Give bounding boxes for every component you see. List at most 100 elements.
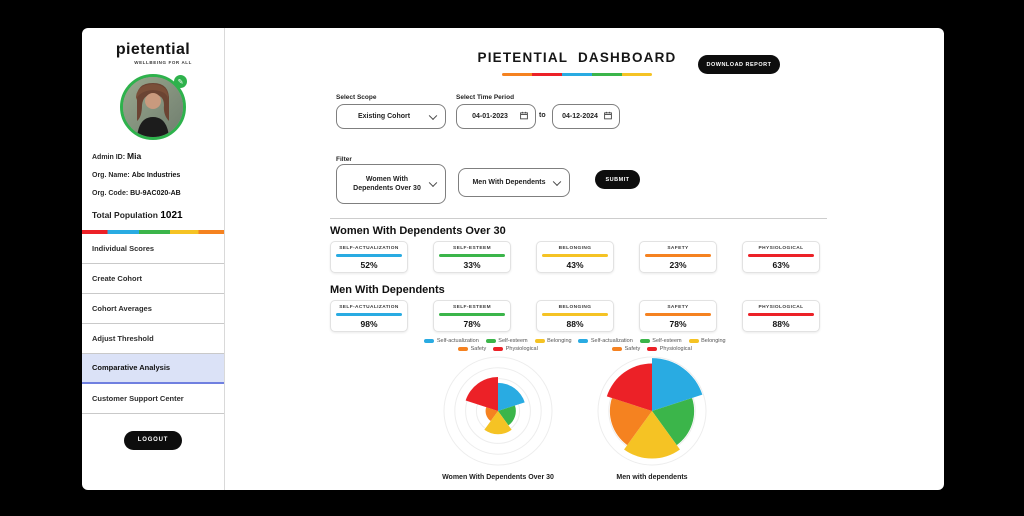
select-scope-label: Select Scope: [336, 94, 377, 101]
score-card-label: BELONGING: [558, 246, 592, 251]
score-card-bar: [748, 313, 814, 316]
date-from-value: 04-01-2023: [472, 112, 508, 120]
score-card-label: PHYSIOLOGICAL: [758, 305, 804, 310]
chevron-down-icon: [552, 177, 562, 186]
filter-cohort-2-dropdown[interactable]: Men With Dependents: [458, 168, 570, 197]
admin-id-value: Mia: [127, 151, 142, 161]
score-card: BELONGING 43%: [536, 241, 614, 273]
legend-label: Physiological: [505, 346, 538, 352]
admin-id-line: Admin ID: Mia: [92, 151, 214, 161]
logo: pietential WELLBEING FOR ALL: [82, 41, 224, 65]
sidebar-nav: Individual Scores Create Cohort Cohort A…: [82, 234, 224, 414]
chevron-down-icon: [428, 178, 438, 188]
score-card-value: 52%: [360, 259, 378, 270]
time-period-label: Select Time Period: [456, 94, 515, 101]
calendar-icon[interactable]: [520, 111, 528, 122]
org-code-value: BU-9AC020-AB: [130, 190, 181, 197]
score-card: SELF-ACTUALIZATION 52%: [330, 241, 408, 273]
app-window: pietential WELLBEING FOR ALL: [82, 28, 944, 490]
legend-swatch: [612, 346, 623, 352]
logo-wordmark: pietential: [115, 41, 191, 58]
score-card-label: BELONGING: [558, 305, 592, 310]
chart-legend: Self-actualization Self-esteem Belonging: [542, 338, 762, 344]
chart-legend: Safety Physiological: [542, 346, 762, 352]
group-1-heading: Women With Dependents Over 30: [330, 225, 506, 237]
scope-dropdown[interactable]: Existing Cohort: [336, 104, 446, 129]
legend-label: Safety: [470, 346, 487, 352]
chart-legend: Self-actualization Self-esteem Belonging: [388, 338, 608, 344]
sidebar-item-individual-scores[interactable]: Individual Scores: [82, 234, 224, 264]
scope-dropdown-value: Existing Cohort: [357, 112, 411, 120]
date-from-field[interactable]: 04-01-2023: [456, 104, 536, 129]
legend-swatch: [688, 338, 699, 344]
sidebar-item-adjust-threshold[interactable]: Adjust Threshold: [82, 324, 224, 354]
legend-label: Belonging: [701, 338, 726, 344]
total-population-value: 1021: [160, 210, 183, 221]
score-card: BELONGING 88%: [536, 300, 614, 332]
sidebar: pietential WELLBEING FOR ALL: [82, 28, 225, 490]
legend-label: Safety: [624, 346, 641, 352]
score-card-label: PHYSIOLOGICAL: [758, 246, 804, 251]
filter-cohort-2-value: Men With Dependents: [472, 178, 546, 186]
score-card-bar: [542, 254, 608, 257]
download-report-button[interactable]: DOWNLOAD REPORT: [698, 55, 780, 74]
logout-button[interactable]: LOGOUT: [124, 430, 182, 450]
score-card-bar: [748, 254, 814, 257]
score-card-value: 88%: [772, 318, 790, 329]
org-name-line: Org. Name: Abc Industries: [92, 172, 214, 179]
calendar-icon[interactable]: [604, 111, 612, 122]
score-card-label: SELF-ESTEEM: [453, 305, 491, 310]
chart-legend: Safety Physiological: [388, 346, 608, 352]
score-card: PHYSIOLOGICAL 88%: [742, 300, 820, 332]
edit-avatar-icon[interactable]: ✎: [174, 75, 187, 88]
org-code-label: Org. Code:: [92, 190, 129, 197]
date-to-field[interactable]: 04-12-2024: [552, 104, 620, 129]
score-card-value: 78%: [463, 318, 481, 329]
score-card-bar: [336, 254, 402, 257]
score-card: SAFETY 23%: [639, 241, 717, 273]
sidebar-item-comparative-analysis[interactable]: Comparative Analysis: [82, 353, 224, 384]
sidebar-item-create-cohort[interactable]: Create Cohort: [82, 264, 224, 294]
section-divider: [330, 218, 827, 219]
score-card-value: 78%: [669, 318, 687, 329]
sidebar-item-customer-support-center[interactable]: Customer Support Center: [82, 384, 224, 414]
legend-label: Physiological: [659, 346, 692, 352]
score-card-bar: [336, 313, 402, 316]
score-card-label: SELF-ACTUALIZATION: [339, 305, 399, 310]
legend-swatch: [639, 338, 650, 344]
score-card: SELF-ESTEEM 33%: [433, 241, 511, 273]
submit-button[interactable]: SUBMIT: [595, 170, 640, 189]
score-card-value: 33%: [463, 259, 481, 270]
chevron-down-icon: [428, 111, 438, 120]
filter-cohort-1-dropdown[interactable]: Women With Dependents Over 30: [336, 164, 446, 204]
score-card: SAFETY 78%: [639, 300, 717, 332]
sidebar-item-cohort-averages[interactable]: Cohort Averages: [82, 294, 224, 324]
legend-swatch: [424, 338, 435, 344]
legend-swatch: [647, 346, 658, 352]
score-card: PHYSIOLOGICAL 63%: [742, 241, 820, 273]
score-card-bar: [439, 313, 505, 316]
polar-chart-men: Self-actualization Self-esteem Belonging…: [542, 338, 762, 481]
score-card-value: 88%: [566, 318, 584, 329]
org-name-value: Abc Industries: [131, 172, 181, 179]
legend-label: Self-esteem: [498, 338, 528, 344]
score-card: SELF-ACTUALIZATION 98%: [330, 300, 408, 332]
title-underline: [502, 73, 652, 76]
score-card-label: SAFETY: [667, 246, 689, 251]
score-card-value: 98%: [360, 318, 378, 329]
legend-label: Belonging: [547, 338, 572, 344]
score-card-bar: [439, 254, 505, 257]
filter-label: Filter: [336, 156, 352, 163]
score-card-bar: [542, 313, 608, 316]
score-card-bar: [645, 254, 711, 257]
score-card-bar: [645, 313, 711, 316]
legend-label: Self-actualization: [590, 338, 633, 344]
chart-caption: Men with dependents: [616, 474, 688, 481]
profile-info: Admin ID: Mia Org. Name: Abc Industries …: [82, 151, 224, 221]
filter-cohort-1-value: Women With Dependents Over 30: [353, 175, 421, 192]
legend-swatch: [485, 338, 496, 344]
polar-area-chart: [388, 354, 608, 470]
legend-swatch: [534, 338, 545, 344]
admin-id-label: Admin ID:: [92, 154, 126, 161]
